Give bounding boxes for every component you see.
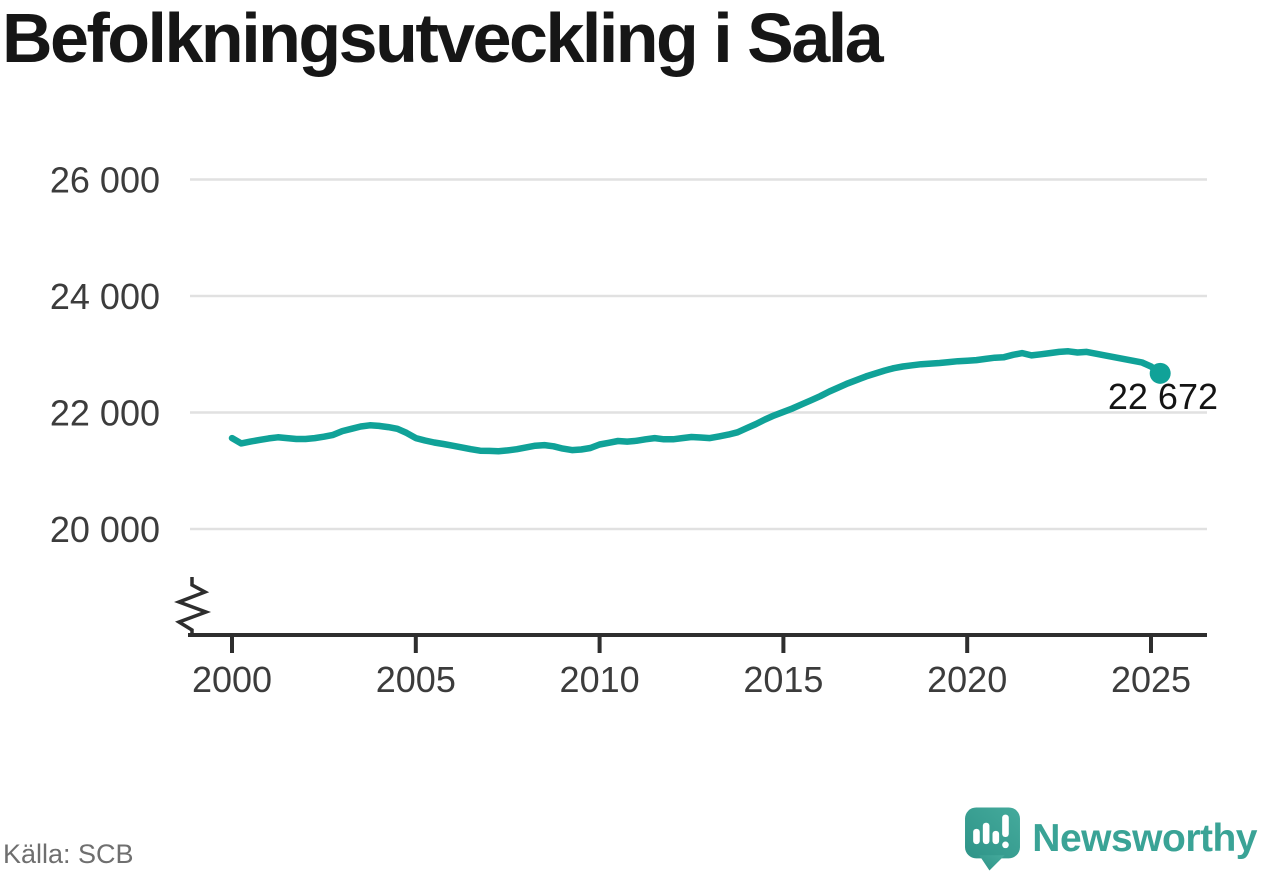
latest-value-dot: [1149, 362, 1171, 384]
x-axis-label: 2015: [743, 659, 823, 700]
logo-bar-1: [973, 828, 981, 845]
logo-exclamation-bar: [1002, 814, 1010, 837]
x-axis-label: 2005: [376, 659, 456, 700]
x-axis-label: 2020: [927, 659, 1007, 700]
y-axis-break-icon: [174, 577, 212, 636]
y-axis-label: 24 000: [50, 276, 160, 317]
y-axis-label: 26 000: [50, 160, 160, 201]
population-line: [228, 348, 1164, 455]
chart-title: Befolkningsutveckling i Sala: [2, 0, 884, 77]
y-axis-label: 20 000: [50, 509, 160, 550]
latest-value-label: 22 672: [1108, 376, 1218, 417]
logo-exclamation-dot: [1002, 841, 1010, 849]
logo-bar-3: [992, 830, 1000, 845]
logo-bar-2: [983, 822, 990, 845]
newsworthy-logo-icon: [965, 807, 1021, 871]
logo-bubble-tail: [979, 855, 1005, 871]
x-axis-label: 2010: [560, 659, 640, 700]
x-axis-label: 2025: [1111, 659, 1191, 700]
x-axis-label: 2000: [192, 659, 272, 700]
newsworthy-logo: Newsworthy: [964, 807, 1257, 871]
y-axis-label: 22 000: [50, 393, 160, 434]
source-note: Källa: SCB: [3, 839, 134, 869]
newsworthy-logo-text: Newsworthy: [1032, 817, 1257, 860]
